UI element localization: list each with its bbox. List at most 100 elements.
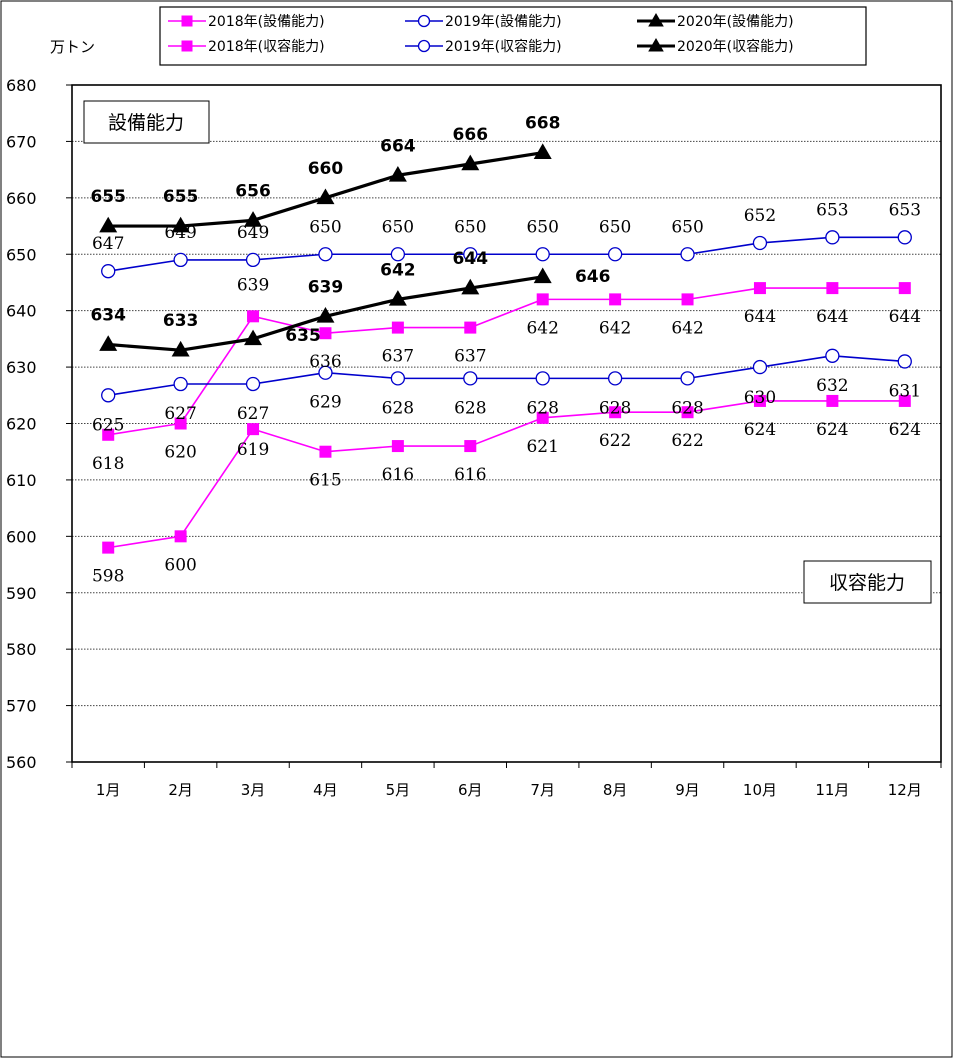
data-label: 644 <box>744 307 776 327</box>
data-labels: 618 620 639 636 637 637 642 642 642 644 644 644 647 6… <box>90 114 921 587</box>
data-point <box>319 445 332 458</box>
data-label: 637 <box>454 347 486 367</box>
data-point <box>99 335 118 351</box>
data-point <box>247 423 260 436</box>
data-label: 653 <box>889 200 921 220</box>
y-tick-label: 570 <box>6 697 37 716</box>
data-label: 620 <box>164 443 196 463</box>
data-label: 628 <box>382 398 414 418</box>
data-label: 650 <box>309 217 341 237</box>
legend-marker <box>648 37 664 52</box>
x-tick-label: 3月 <box>241 781 266 799</box>
data-label: 649 <box>237 223 269 243</box>
legend-marker <box>181 15 193 27</box>
data-point <box>173 252 188 268</box>
x-tick-label: 9月 <box>675 781 700 799</box>
data-label: 639 <box>237 275 269 295</box>
data-label: 636 <box>309 352 341 372</box>
data-label: 655 <box>163 187 199 207</box>
data-point <box>753 282 766 295</box>
data-label: 628 <box>526 398 558 418</box>
data-label: 642 <box>526 318 558 338</box>
data-point <box>681 293 694 306</box>
data-label: 666 <box>453 125 489 145</box>
data-point <box>826 282 839 295</box>
data-point <box>897 230 912 245</box>
plot-area: 560570580590600610620630640650660670680 … <box>6 76 942 799</box>
data-point <box>388 165 407 182</box>
x-tick-label: 2月 <box>168 781 193 799</box>
data-label: 647 <box>92 234 124 254</box>
data-point <box>245 376 261 392</box>
data-label: 639 <box>308 277 344 297</box>
data-label: 637 <box>382 347 414 367</box>
y-tick-label: 580 <box>6 640 37 659</box>
gridlines <box>72 140 941 707</box>
data-label: 650 <box>382 217 414 237</box>
data-point <box>536 411 549 424</box>
data-label: 624 <box>744 420 776 440</box>
y-tick-label: 640 <box>6 302 37 321</box>
legend-label: 2019年(収容能力) <box>445 38 562 55</box>
data-point <box>173 376 188 392</box>
data-label: 630 <box>744 388 776 408</box>
y-axis-ticks: 560 570 580 590 600 610 620 630 640 650 660 670 680 <box>6 76 72 772</box>
annotation-bottom: 収容能力 <box>803 560 932 604</box>
data-point <box>388 290 407 306</box>
data-point <box>102 428 115 441</box>
x-tick-label: 7月 <box>530 781 555 799</box>
data-point <box>461 154 480 171</box>
data-point <box>752 359 768 375</box>
data-point <box>464 321 477 334</box>
data-point <box>535 247 550 262</box>
data-point <box>825 230 840 245</box>
data-label: 668 <box>525 114 561 134</box>
data-label: 621 <box>526 437 558 457</box>
data-point <box>825 348 840 363</box>
data-label: 646 <box>575 267 611 287</box>
data-label: 650 <box>526 217 558 237</box>
x-tick-label: 1月 <box>96 781 121 799</box>
x-tick-label: 5月 <box>386 781 411 799</box>
series-line-2019-equipment <box>108 236 905 272</box>
data-point <box>171 216 190 233</box>
data-label: 635 <box>285 326 321 346</box>
data-point <box>316 307 335 323</box>
y-tick-label: 650 <box>6 245 37 264</box>
legend-label: 2018年(設備能力) <box>208 14 325 30</box>
data-point <box>174 530 187 543</box>
data-point <box>247 310 260 323</box>
x-tick-label: 12月 <box>888 781 922 799</box>
data-point <box>609 406 622 419</box>
annotation-top: 設備能力 <box>83 100 210 144</box>
data-label: 616 <box>382 465 414 485</box>
data-label: 600 <box>164 555 196 575</box>
data-label: 618 <box>92 454 124 474</box>
data-point <box>463 371 478 386</box>
data-label: 622 <box>671 431 703 451</box>
data-point <box>680 247 695 262</box>
x-tick-label: 6月 <box>458 781 483 799</box>
data-label: 642 <box>599 318 631 338</box>
data-point <box>171 340 190 357</box>
data-point <box>535 371 550 386</box>
data-point <box>898 282 911 295</box>
data-label: 624 <box>816 420 848 440</box>
data-label: 650 <box>671 217 703 237</box>
data-point <box>897 354 912 369</box>
legend-marker <box>417 14 431 28</box>
data-point <box>391 440 404 453</box>
data-label: 634 <box>90 306 126 326</box>
data-point <box>533 267 552 284</box>
series-line-2018-equipment <box>108 287 905 436</box>
legend-marker <box>417 39 431 53</box>
data-point <box>99 216 118 233</box>
data-label: 598 <box>92 567 124 587</box>
data-label: 655 <box>90 187 126 207</box>
data-label: 628 <box>599 398 631 418</box>
data-label: 627 <box>237 404 269 424</box>
y-tick-label: 620 <box>6 415 37 434</box>
annotation-bottom-label: 収容能力 <box>829 572 905 594</box>
data-point <box>609 293 622 306</box>
